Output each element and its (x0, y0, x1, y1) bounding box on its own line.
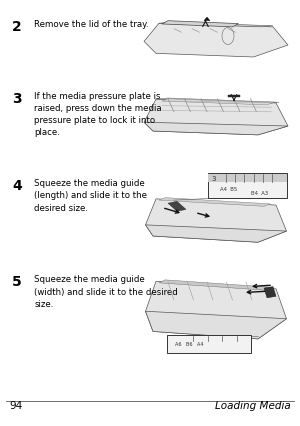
Text: Loading Media: Loading Media (215, 400, 291, 410)
Polygon shape (146, 311, 286, 339)
Text: If the media pressure plate is
raised, press down the media
pressure plate to lo: If the media pressure plate is raised, p… (34, 92, 162, 137)
FancyBboxPatch shape (167, 335, 251, 353)
Polygon shape (204, 18, 210, 22)
FancyBboxPatch shape (208, 174, 287, 199)
Polygon shape (156, 99, 279, 104)
Text: 5: 5 (12, 275, 22, 289)
Text: 3: 3 (211, 176, 215, 182)
Polygon shape (162, 100, 273, 106)
Text: Remove the lid of the tray.: Remove the lid of the tray. (34, 20, 149, 29)
Polygon shape (159, 198, 270, 207)
Polygon shape (168, 202, 186, 212)
Text: A4  B5: A4 B5 (220, 186, 238, 191)
Bar (208, 175, 286, 183)
Polygon shape (162, 22, 238, 28)
Text: 4: 4 (12, 179, 22, 193)
Polygon shape (144, 123, 288, 135)
Text: 2: 2 (12, 20, 22, 35)
Polygon shape (228, 96, 240, 98)
Polygon shape (146, 199, 286, 243)
Polygon shape (159, 280, 273, 291)
Polygon shape (146, 282, 286, 339)
Polygon shape (144, 100, 288, 135)
Polygon shape (144, 24, 288, 58)
Polygon shape (146, 225, 286, 243)
Text: Squeeze the media guide
(width) and slide it to the desired
size.: Squeeze the media guide (width) and slid… (34, 275, 178, 308)
Text: Squeeze the media guide
(length) and slide it to the
desired size.: Squeeze the media guide (length) and sli… (34, 179, 148, 212)
Text: B4  A3: B4 A3 (251, 190, 268, 196)
Text: 94: 94 (9, 400, 22, 410)
Polygon shape (159, 23, 273, 28)
Text: 3: 3 (12, 92, 22, 106)
Polygon shape (264, 287, 276, 298)
Text: A6   B6   A4: A6 B6 A4 (175, 341, 203, 346)
